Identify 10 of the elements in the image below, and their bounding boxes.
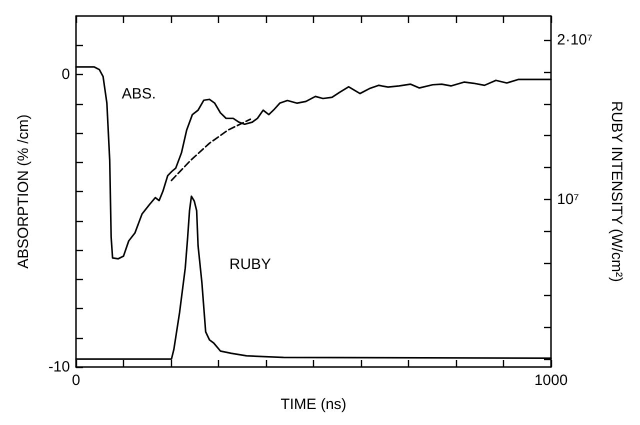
y-axis-title: ABSORPTION (% /cm) [15,114,32,269]
x-axis-title: TIME (ns) [280,396,346,413]
y2-tick-label: 10⁷ [557,190,580,208]
y-tick-label: -10 [48,358,70,376]
x-tick-label: 1000 [534,372,568,389]
y2-axis-title: RUBY INTENSITY (W/cm²) [608,100,625,282]
y2-tick-label: 2·10⁷ [557,31,592,48]
line-series [170,118,252,182]
series-label: RUBY [229,256,272,273]
series-label: ABS. [122,86,156,103]
